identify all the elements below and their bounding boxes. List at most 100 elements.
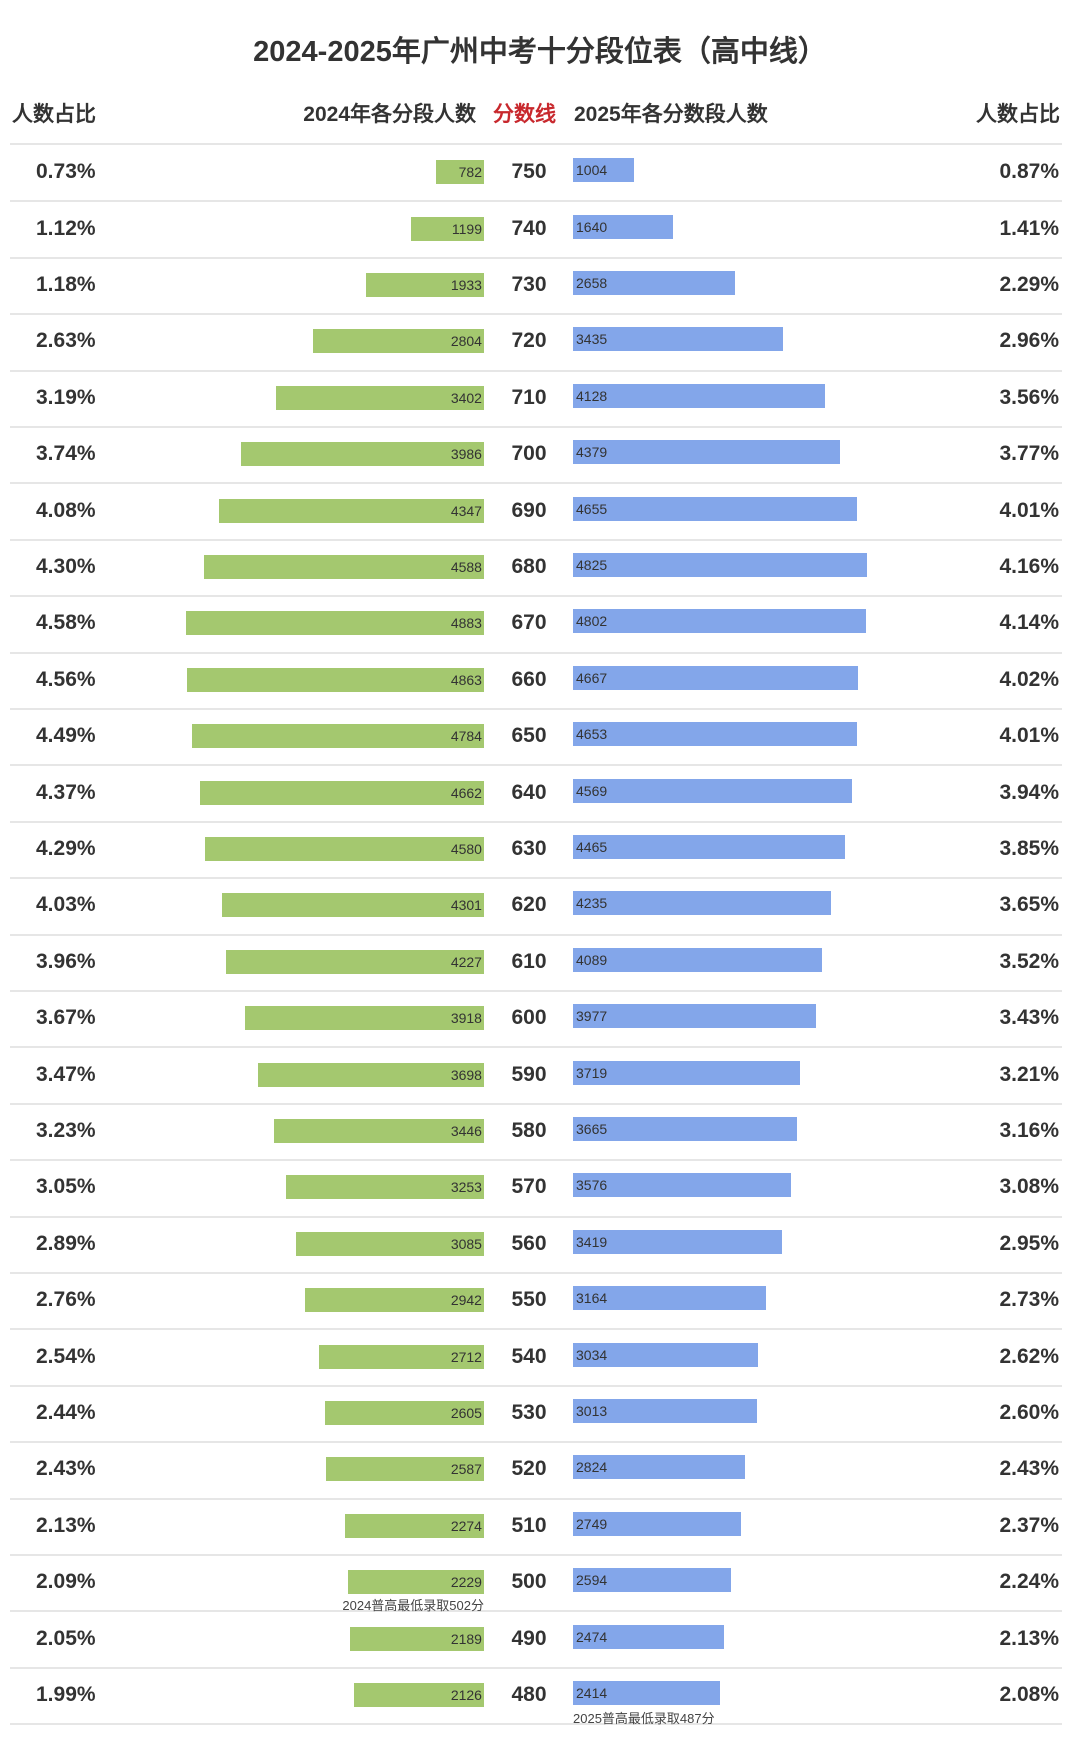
row-divider bbox=[10, 482, 1062, 485]
left-pct-label: 4.56% bbox=[36, 667, 96, 691]
score-label: 730 bbox=[511, 273, 547, 296]
row-divider bbox=[10, 1328, 1062, 1331]
score-label: 710 bbox=[511, 385, 547, 409]
score-label: 480 bbox=[511, 1683, 547, 1706]
right-pct-label: 3.85% bbox=[999, 837, 1059, 860]
left-pct-label: 4.29% bbox=[36, 837, 96, 860]
right-pct-label: 3.21% bbox=[999, 1062, 1059, 1086]
right-pct-label: 3.52% bbox=[999, 949, 1059, 973]
score-label: 690 bbox=[511, 498, 547, 522]
bar-2025: 3013 bbox=[573, 1399, 757, 1423]
row-divider bbox=[10, 1102, 1062, 1105]
bar-2025: 3435 bbox=[573, 327, 783, 352]
left-pct-label: 1.18% bbox=[36, 273, 96, 296]
right-pct-label: 2.13% bbox=[999, 1626, 1059, 1650]
header-2025: 2025年各分数段人数 bbox=[574, 103, 768, 126]
left-pct-label: 2.13% bbox=[36, 1513, 96, 1537]
left-pct-label: 4.37% bbox=[36, 780, 96, 804]
left-pct-label: 2.63% bbox=[36, 329, 96, 353]
left-pct-label: 4.30% bbox=[36, 555, 96, 578]
score-label: 600 bbox=[511, 1006, 547, 1030]
right-pct-label: 3.16% bbox=[999, 1119, 1059, 1142]
row-divider bbox=[10, 1159, 1062, 1162]
bar-2024: 4784 bbox=[192, 724, 484, 749]
row-divider bbox=[10, 538, 1062, 541]
bar-2025: 2824 bbox=[573, 1455, 746, 1480]
left-pct-label: 2.89% bbox=[36, 1231, 96, 1255]
bar-2024: 1933 bbox=[366, 273, 484, 297]
row-divider bbox=[10, 1215, 1062, 1218]
right-pct-label: 3.08% bbox=[999, 1175, 1059, 1199]
bar-2024: 4227 bbox=[226, 949, 484, 974]
score-label: 670 bbox=[511, 611, 547, 635]
score-label: 550 bbox=[511, 1288, 547, 1312]
right-pct-label: 4.02% bbox=[999, 667, 1059, 691]
bar-2025: 3419 bbox=[573, 1229, 782, 1254]
bar-2025: 4667 bbox=[573, 665, 858, 690]
bar-2024: 3918 bbox=[245, 1006, 484, 1031]
left-pct-label: 4.08% bbox=[36, 498, 96, 522]
score-label: 500 bbox=[511, 1570, 547, 1594]
bar-2024: 3698 bbox=[258, 1062, 484, 1087]
right-pct-label: 2.73% bbox=[999, 1288, 1059, 1312]
left-pct-label: 2.43% bbox=[36, 1457, 96, 1481]
bar-2024: 4580 bbox=[204, 837, 484, 861]
score-label: 660 bbox=[511, 667, 547, 691]
header-right-pct: 人数占比 bbox=[976, 103, 1060, 126]
bar-2025: 3034 bbox=[573, 1342, 759, 1367]
cutoff-annotation: 2025普高最低录取487分 bbox=[573, 1711, 715, 1726]
bar-2024: 1199 bbox=[410, 216, 484, 241]
score-label: 680 bbox=[511, 555, 547, 578]
bar-2024: 3986 bbox=[240, 442, 484, 467]
bar-2024: 4588 bbox=[204, 555, 484, 579]
bar-2025: 2658 bbox=[573, 271, 736, 295]
bar-2024: 4863 bbox=[187, 667, 484, 692]
right-pct-label: 4.01% bbox=[999, 498, 1059, 522]
right-pct-label: 4.14% bbox=[999, 611, 1059, 635]
row-divider bbox=[10, 1610, 1062, 1613]
left-pct-label: 4.03% bbox=[36, 893, 96, 917]
bar-2025: 4653 bbox=[573, 722, 857, 747]
score-label: 640 bbox=[511, 780, 547, 804]
bar-2025: 1640 bbox=[573, 214, 674, 239]
score-label: 630 bbox=[511, 837, 547, 860]
right-pct-label: 2.60% bbox=[999, 1401, 1059, 1424]
left-pct-label: 3.05% bbox=[36, 1175, 96, 1199]
right-pct-label: 3.94% bbox=[999, 780, 1059, 804]
bar-2024: 2126 bbox=[354, 1683, 484, 1707]
right-pct-label: 2.08% bbox=[999, 1683, 1059, 1706]
left-pct-label: 3.47% bbox=[36, 1062, 96, 1086]
score-label: 570 bbox=[511, 1175, 547, 1199]
row-divider bbox=[10, 764, 1062, 767]
right-pct-label: 4.16% bbox=[999, 555, 1059, 578]
bar-2024: 3253 bbox=[285, 1175, 484, 1200]
row-divider bbox=[10, 1554, 1062, 1556]
bar-2024: 2712 bbox=[318, 1344, 484, 1369]
score-label: 490 bbox=[511, 1626, 547, 1650]
score-label: 540 bbox=[511, 1344, 547, 1368]
row-divider bbox=[10, 1723, 1062, 1726]
bar-2025: 3164 bbox=[573, 1286, 766, 1311]
row-divider bbox=[10, 708, 1062, 710]
row-divider bbox=[10, 426, 1062, 428]
right-pct-label: 1.41% bbox=[999, 216, 1059, 240]
score-label: 700 bbox=[511, 442, 547, 466]
bar-2025: 3719 bbox=[573, 1060, 800, 1085]
left-pct-label: 1.12% bbox=[36, 216, 96, 240]
row-divider bbox=[10, 1666, 1062, 1669]
row-divider bbox=[10, 877, 1062, 880]
bar-2025: 2474 bbox=[573, 1624, 724, 1649]
row-divider bbox=[10, 200, 1062, 203]
bar-2024: 2587 bbox=[326, 1457, 484, 1482]
bar-2024: 2942 bbox=[304, 1288, 484, 1313]
left-pct-label: 2.09% bbox=[36, 1570, 96, 1594]
right-pct-label: 2.37% bbox=[999, 1513, 1059, 1537]
header-score: 分数线 bbox=[493, 103, 556, 126]
right-pct-label: 2.62% bbox=[999, 1344, 1059, 1368]
header-divider bbox=[10, 143, 1062, 145]
left-pct-label: 3.19% bbox=[36, 385, 96, 409]
row-divider bbox=[10, 1497, 1062, 1500]
row-divider bbox=[10, 1272, 1062, 1274]
left-pct-label: 2.44% bbox=[36, 1401, 96, 1424]
